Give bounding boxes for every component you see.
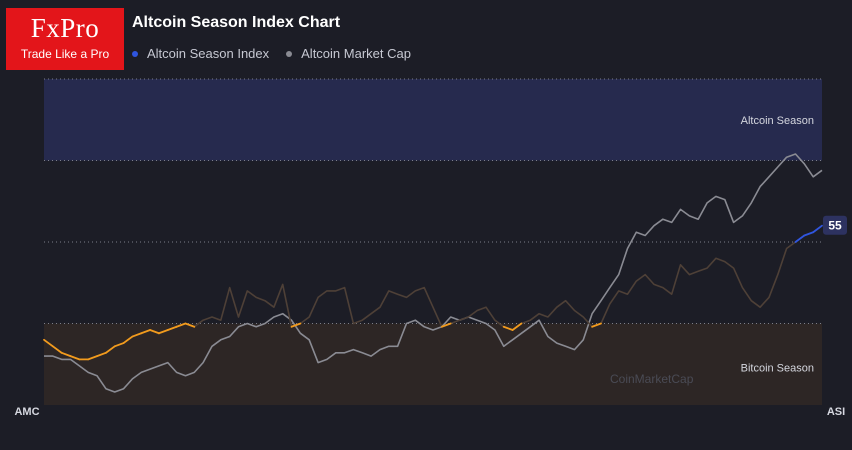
- series-segment: [803, 231, 815, 237]
- bitcoin-season-zone: [44, 323, 822, 405]
- legend-dot-amc: [286, 50, 293, 57]
- series-segment: [794, 234, 806, 243]
- series-segment: [290, 322, 302, 328]
- left-axis-label: AMC: [14, 406, 39, 418]
- series-segment: [591, 322, 602, 328]
- fxpro-logo: FxPro Trade Like a Pro: [6, 8, 124, 70]
- last-value-label: 55: [828, 219, 842, 233]
- series-segment: [140, 329, 151, 335]
- logo-brand: FxPro: [30, 13, 100, 43]
- series-segment: [184, 322, 196, 328]
- right-axis-label: ASI: [827, 406, 845, 418]
- chart-title: Altcoin Season Index Chart: [132, 14, 341, 31]
- series-segment: [131, 332, 143, 338]
- series-line-altcoin-market-cap: [44, 153, 823, 393]
- series-segment: [812, 224, 823, 234]
- legend-label-amc: Altcoin Market Cap: [301, 46, 411, 61]
- bitcoin-season-label: Bitcoin Season: [741, 363, 814, 375]
- series-segment: [113, 342, 125, 348]
- series-segment: [51, 345, 63, 354]
- series-segment: [43, 338, 54, 348]
- series-segment: [158, 329, 169, 335]
- logo-tagline: Trade Like a Pro: [20, 47, 110, 61]
- legend-dot-asi: [132, 50, 138, 57]
- series-segment: [104, 345, 116, 354]
- series-segment: [166, 325, 178, 331]
- series-segments-bitcoin-season: [43, 224, 823, 361]
- chart-legend: Altcoin Season Index Altcoin Market Cap: [132, 46, 428, 61]
- series-segment: [175, 322, 187, 328]
- legend-item-asi[interactable]: Altcoin Season Index: [132, 46, 269, 61]
- gridlines: [44, 78, 822, 324]
- altcoin-season-zone: [44, 79, 822, 161]
- series-segment: [69, 355, 81, 361]
- series-segment: [87, 355, 98, 361]
- series-segment: [511, 322, 523, 331]
- series-segment: [149, 329, 160, 335]
- series-segment: [440, 322, 452, 328]
- series-segment: [60, 351, 72, 358]
- last-value-badge: [823, 215, 847, 235]
- legend-item-amc[interactable]: Altcoin Market Cap: [286, 46, 411, 61]
- series-segment: [96, 351, 107, 358]
- series-segment: [122, 335, 134, 344]
- altcoin-season-label: Altcoin Season: [741, 115, 814, 127]
- legend-label-asi: Altcoin Season Index: [147, 46, 270, 61]
- series-segment: [502, 325, 514, 331]
- watermark: CoinMarketCap: [610, 372, 694, 386]
